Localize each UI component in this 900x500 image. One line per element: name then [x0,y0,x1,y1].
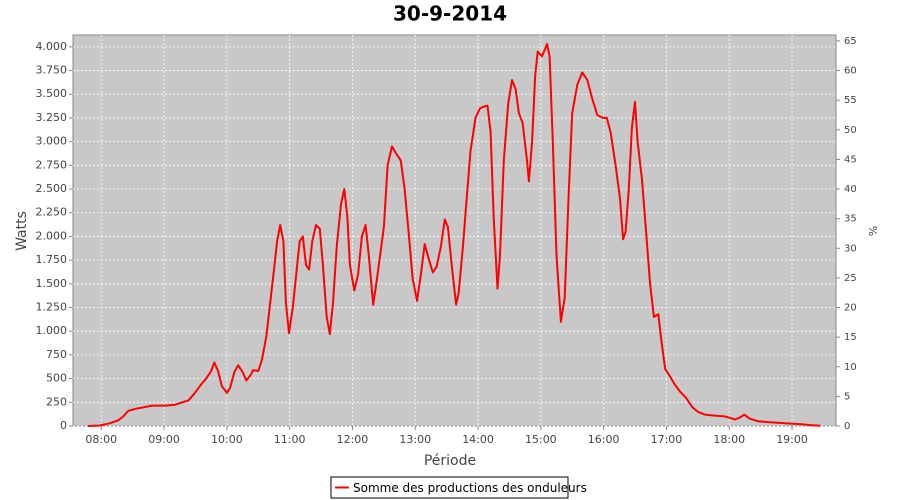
y2-tick-label: 10 [844,362,857,373]
legend-label: Somme des productions des onduleurs [353,481,587,495]
x-tick-label: 15:00 [525,433,557,446]
x-tick-label: 10:00 [211,433,243,446]
y2-tick-label: 15 [844,332,857,343]
y-tick-label: 1.250 [36,301,68,314]
y-axis-label: Watts [14,211,30,251]
y2-tick-label: 45 [844,154,857,165]
legend: Somme des productions des onduleurs [330,476,587,499]
x-tick-label: 18:00 [713,433,745,446]
y-tick-label: 250 [46,395,67,408]
x-tick-label: 13:00 [399,433,431,446]
x-tick-label: 17:00 [651,433,683,446]
y-tick-label: 0 [60,419,67,432]
x-tick-label: 19:00 [776,433,808,446]
y2-tick-label: 5 [844,391,850,402]
data-line [88,43,821,427]
y2-tick-label: 0 [844,421,850,432]
y-tick-label: 750 [46,348,67,361]
x-tick-label: 16:00 [588,433,620,446]
y-tick-label: 3.000 [36,135,68,148]
chart-title: 30-9-2014 [393,2,507,26]
x-tick-label: 14:00 [462,433,494,446]
y2-tick-label: 30 [844,243,857,254]
x-tick-label: 08:00 [85,433,117,446]
y-tick-label: 2.750 [36,158,68,171]
legend-box [330,476,569,499]
x-tick-label: 09:00 [148,433,180,446]
y2-tick-label: 50 [844,125,857,136]
y-tick-label: 3.750 [36,64,68,77]
y2-tick-label: 35 [844,214,857,225]
y-tick-label: 3.250 [36,111,68,124]
y2-axis-label: % [866,226,879,236]
y2-tick-label: 25 [844,273,857,284]
y-tick-label: 1.000 [36,324,68,337]
y-tick-label: 500 [46,372,67,385]
y-tick-label: 4.000 [36,40,68,53]
x-axis-label: Période [424,453,476,469]
y2-tick-label: 40 [844,184,857,195]
plot-area [72,34,837,427]
y2-tick-label: 60 [844,66,857,77]
x-tick-label: 11:00 [274,433,306,446]
y2-tick-label: 20 [844,303,857,314]
y-tick-label: 2.500 [36,182,68,195]
y-tick-label: 2.000 [36,229,68,242]
y-tick-label: 3.500 [36,87,68,100]
y2-tick-label: 55 [844,95,857,106]
y-tick-label: 2.250 [36,206,68,219]
y-tick-label: 1.500 [36,277,68,290]
y-tick-label: 1.750 [36,253,68,266]
x-tick-label: 12:00 [337,433,369,446]
y2-tick-label: 65 [844,36,857,47]
